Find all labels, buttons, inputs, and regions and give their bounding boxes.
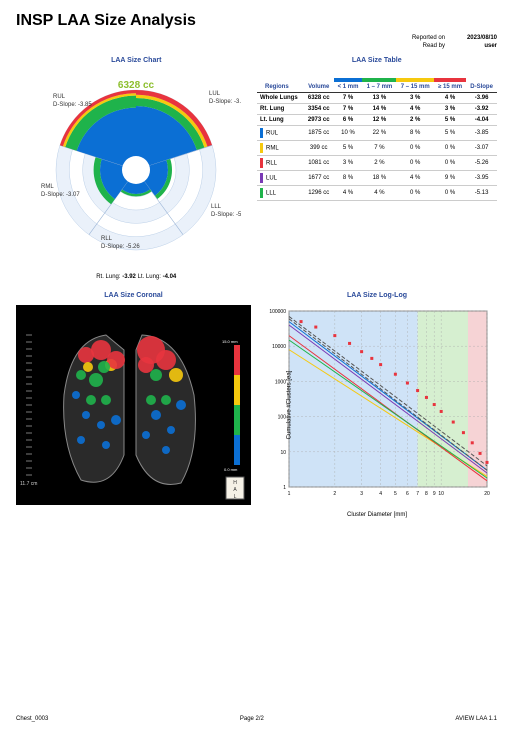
svg-text:4: 4: [379, 491, 382, 497]
svg-text:9: 9: [433, 491, 436, 497]
coronal-image: 11.7 cm15.0 mm0.0 mmHAL: [16, 305, 251, 505]
loglog-title: LAA Size Log-Log: [259, 292, 495, 299]
svg-text:D-Slope: -5.13: D-Slope: -5.13: [211, 212, 241, 218]
svg-text:LUL: LUL: [209, 91, 221, 97]
svg-text:8: 8: [425, 491, 428, 497]
footer-right: AVIEW LAA 1.1: [455, 716, 497, 722]
loglog-ylabel: Cumulative #Clusters [ea]: [286, 370, 292, 439]
svg-text:1: 1: [283, 485, 286, 491]
radar-chart: LUL D-Slope: -3.95 LLL D-Slope: -5.13 RLL D-S…: [31, 70, 241, 270]
svg-text:7: 7: [416, 491, 419, 497]
svg-text:11.7 cm: 11.7 cm: [20, 481, 37, 487]
svg-text:LLL: LLL: [211, 204, 222, 210]
svg-text:RUL: RUL: [53, 94, 66, 100]
meta-reported-value: 2023/08/10: [455, 34, 497, 42]
page-title: INSP LAA Size Analysis: [16, 12, 497, 30]
svg-text:D-Slope: -5.26: D-Slope: -5.26: [101, 244, 140, 250]
svg-text:6: 6: [406, 491, 409, 497]
meta-reported-label: Reported on: [385, 34, 445, 42]
page-footer: Chest_0003 Page 2/2 AVIEW LAA 1.1: [16, 716, 497, 722]
svg-text:10: 10: [280, 450, 286, 456]
radar-caption: Rt. Lung: -3.92 Lt. Lung: -4.04: [16, 274, 257, 280]
svg-text:100000: 100000: [269, 309, 286, 315]
svg-text:10000: 10000: [272, 344, 286, 350]
table-title: LAA Size Table: [257, 57, 498, 64]
svg-text:5: 5: [394, 491, 397, 497]
svg-text:3: 3: [360, 491, 363, 497]
svg-text:10: 10: [438, 491, 444, 497]
radar-title: LAA Size Chart: [16, 57, 257, 64]
loglog-chart: Cumulative #Clusters [ea] 12345678910201…: [259, 305, 495, 505]
coronal-title: LAA Size Coronal: [16, 292, 251, 299]
svg-text:6328 cc: 6328 cc: [118, 80, 155, 91]
svg-text:D-Slope: -3.07: D-Slope: -3.07: [41, 192, 80, 198]
svg-text:1: 1: [288, 491, 291, 497]
svg-text:1000: 1000: [275, 379, 286, 385]
svg-text:20: 20: [484, 491, 490, 497]
loglog-xlabel: Cluster Diameter [mm]: [259, 512, 495, 518]
svg-text:L: L: [234, 494, 237, 500]
svg-text:D-Slope: -3.85: D-Slope: -3.85: [53, 102, 92, 108]
svg-text:100: 100: [278, 414, 287, 420]
footer-mid: Page 2/2: [240, 716, 264, 722]
svg-text:2: 2: [333, 491, 336, 497]
report-meta: Reported on 2023/08/10 Read by user: [16, 34, 497, 51]
laa-size-table: RegionsVolume< 1 mm1 – 7 mm7 – 15 mm≥ 15…: [257, 78, 497, 201]
meta-readby-label: Read by: [385, 42, 445, 50]
svg-text:RLL: RLL: [101, 236, 113, 242]
svg-text:15.0 mm: 15.0 mm: [222, 339, 238, 344]
svg-text:RML: RML: [41, 184, 54, 190]
svg-text:D-Slope: -3.95: D-Slope: -3.95: [209, 99, 241, 105]
meta-readby-value: user: [455, 42, 497, 50]
svg-text:H: H: [233, 480, 237, 486]
svg-text:0.0 mm: 0.0 mm: [224, 467, 238, 472]
footer-left: Chest_0003: [16, 716, 48, 722]
